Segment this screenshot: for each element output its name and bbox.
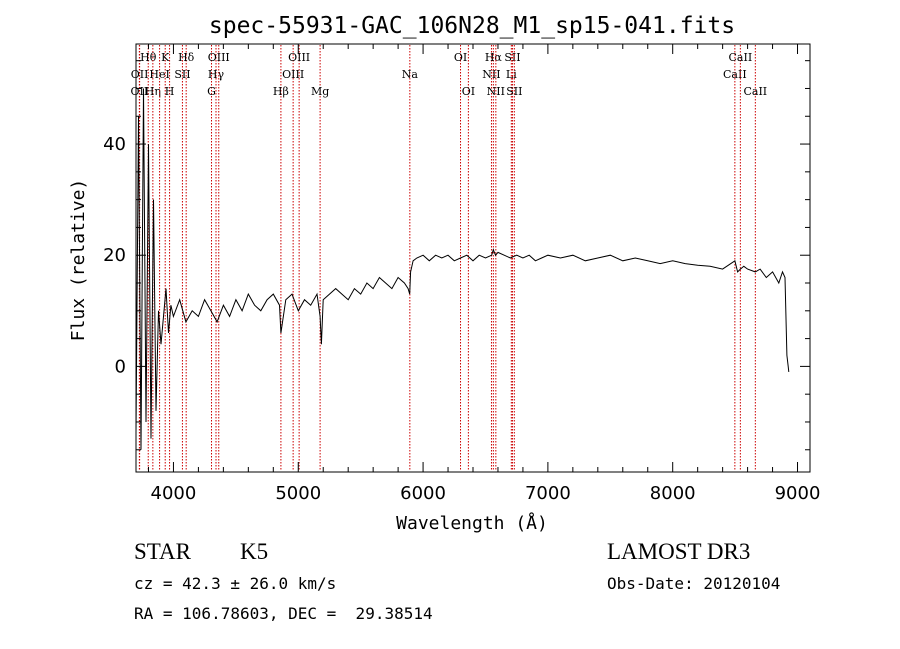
y-tick-label: 20 [103,245,126,266]
line-marker-label: Hη [145,85,161,98]
line-marker-label: Hγ [208,68,225,81]
line-marker-label: HeI [149,68,169,81]
x-tick-label: 5000 [275,483,321,504]
line-marker-label: CaII [729,51,753,64]
line-marker-label: SII [504,51,520,64]
line-marker-label: NII [482,68,500,81]
y-tick-label: 40 [103,134,126,155]
plot-frame [135,43,811,473]
spectrum-line [135,88,790,450]
x-tick-label: 4000 [151,483,197,504]
x-tick-label: 7000 [525,483,571,504]
sky-coordinates: RA = 106.78603, DEC = 29.38514 [134,604,433,623]
object-subclass: K5 [240,539,269,564]
line-marker-label: G [207,85,216,98]
y-axis-label: Flux (relative) [68,179,89,342]
x-axis-label: Wavelength (Å) [396,512,548,534]
x-tick-label: 9000 [775,483,821,504]
line-marker-label: Li [506,68,517,81]
line-marker-label: Hδ [178,51,195,64]
line-marker-label: CaII [723,68,747,81]
line-marker-label: SII [506,85,522,98]
line-marker-label: H [165,85,175,98]
redshift-cz: cz = 42.3 ± 26.0 km/s [134,574,337,593]
line-marker-label: OII [131,68,149,81]
line-marker-label: OIII [282,68,304,81]
object-class: STAR [134,539,191,564]
x-tick-label: 6000 [400,483,446,504]
survey-name: LAMOST DR3 [607,539,751,564]
line-marker-label: Hα [485,51,503,64]
line-marker-label: OI [462,85,475,98]
line-marker-label: Hβ [273,85,289,98]
chart-title: spec-55931-GAC_106N28_M1_sp15-041.fits [209,13,735,39]
line-marker-label: Hθ [140,51,157,64]
line-marker-label: OIII [288,51,310,64]
x-tick-label: 8000 [650,483,696,504]
line-markers: OIIOIIHθHηHeIKHSIIHδGHγOIIIHβOIIIOIIIMgN… [131,45,767,471]
line-marker-label: Mg [311,85,329,98]
line-marker-label: NII [487,85,505,98]
line-marker-label: K [161,51,170,64]
line-marker-label: CaII [743,85,767,98]
line-marker-label: Na [402,68,419,81]
line-marker-label: SII [174,68,190,81]
y-tick-label: 0 [115,356,126,377]
line-marker-label: OIII [208,51,230,64]
observation-date: Obs-Date: 20120104 [607,574,781,593]
line-marker-label: OI [454,51,467,64]
axis-ticks: 4000 5000 6000 7000 8000 9000 0 20 40 [103,44,820,504]
